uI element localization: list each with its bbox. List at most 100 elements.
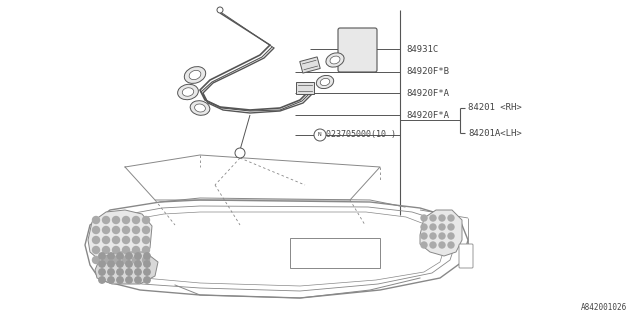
Circle shape [99, 253, 105, 259]
Circle shape [113, 246, 120, 253]
Text: N: N [318, 132, 322, 138]
Circle shape [93, 236, 99, 244]
Text: 84920F*A: 84920F*A [406, 110, 449, 119]
Circle shape [113, 236, 120, 244]
Circle shape [217, 7, 223, 13]
Circle shape [116, 269, 123, 275]
Circle shape [430, 233, 436, 239]
Circle shape [116, 253, 123, 259]
Ellipse shape [316, 76, 333, 89]
Circle shape [144, 261, 150, 267]
Circle shape [102, 236, 109, 244]
Circle shape [135, 277, 141, 283]
Circle shape [102, 227, 109, 234]
Circle shape [108, 269, 114, 275]
Circle shape [93, 246, 99, 253]
Circle shape [132, 246, 140, 253]
Circle shape [102, 246, 109, 253]
Circle shape [143, 257, 150, 263]
Polygon shape [420, 210, 462, 256]
Circle shape [122, 246, 129, 253]
Circle shape [99, 261, 105, 267]
Text: 84931C: 84931C [406, 44, 438, 53]
Circle shape [439, 215, 445, 221]
Ellipse shape [182, 88, 194, 96]
Circle shape [144, 269, 150, 275]
Circle shape [132, 227, 140, 234]
Circle shape [108, 261, 114, 267]
Circle shape [122, 257, 129, 263]
Circle shape [143, 246, 150, 253]
Ellipse shape [320, 78, 330, 86]
Text: 84201 <RH>: 84201 <RH> [468, 103, 522, 113]
Circle shape [99, 277, 105, 283]
Circle shape [439, 224, 445, 230]
FancyBboxPatch shape [290, 238, 380, 268]
Circle shape [93, 257, 99, 263]
Circle shape [126, 269, 132, 275]
Circle shape [135, 253, 141, 259]
Circle shape [439, 233, 445, 239]
Circle shape [421, 215, 427, 221]
Circle shape [126, 261, 132, 267]
Polygon shape [95, 252, 158, 284]
Ellipse shape [178, 84, 198, 100]
Circle shape [430, 224, 436, 230]
Circle shape [116, 261, 123, 267]
FancyBboxPatch shape [338, 28, 377, 72]
Circle shape [126, 277, 132, 283]
Circle shape [421, 242, 427, 248]
Circle shape [122, 227, 129, 234]
Circle shape [314, 129, 326, 141]
Polygon shape [296, 82, 314, 94]
Circle shape [126, 253, 132, 259]
Ellipse shape [330, 56, 340, 64]
Circle shape [448, 233, 454, 239]
Text: 84201A<LH>: 84201A<LH> [468, 129, 522, 138]
Text: 84920F*A: 84920F*A [406, 89, 449, 98]
Circle shape [143, 217, 150, 223]
Circle shape [430, 215, 436, 221]
Circle shape [93, 217, 99, 223]
Circle shape [448, 224, 454, 230]
Circle shape [135, 261, 141, 267]
Text: A842001026: A842001026 [580, 303, 627, 312]
FancyBboxPatch shape [459, 244, 473, 268]
Circle shape [421, 233, 427, 239]
Circle shape [144, 277, 150, 283]
Circle shape [116, 277, 123, 283]
Circle shape [99, 269, 105, 275]
Circle shape [132, 257, 140, 263]
Polygon shape [88, 210, 152, 268]
Circle shape [122, 217, 129, 223]
Circle shape [430, 242, 436, 248]
Circle shape [235, 148, 245, 158]
Circle shape [132, 217, 140, 223]
Circle shape [135, 269, 141, 275]
Circle shape [108, 253, 114, 259]
Circle shape [132, 236, 140, 244]
Circle shape [113, 227, 120, 234]
Circle shape [108, 277, 114, 283]
Text: 84920F*B: 84920F*B [406, 68, 449, 76]
Circle shape [448, 242, 454, 248]
Circle shape [144, 253, 150, 259]
Ellipse shape [189, 70, 201, 80]
Circle shape [102, 217, 109, 223]
Circle shape [448, 215, 454, 221]
Ellipse shape [184, 67, 205, 84]
Circle shape [439, 242, 445, 248]
Text: 023705000(10 ): 023705000(10 ) [326, 131, 396, 140]
Ellipse shape [190, 101, 210, 115]
Circle shape [93, 227, 99, 234]
Circle shape [113, 217, 120, 223]
Circle shape [143, 227, 150, 234]
Polygon shape [300, 57, 320, 73]
Circle shape [102, 257, 109, 263]
Circle shape [421, 224, 427, 230]
Ellipse shape [326, 53, 344, 67]
Ellipse shape [195, 104, 205, 112]
Circle shape [122, 236, 129, 244]
Circle shape [113, 257, 120, 263]
Circle shape [143, 236, 150, 244]
